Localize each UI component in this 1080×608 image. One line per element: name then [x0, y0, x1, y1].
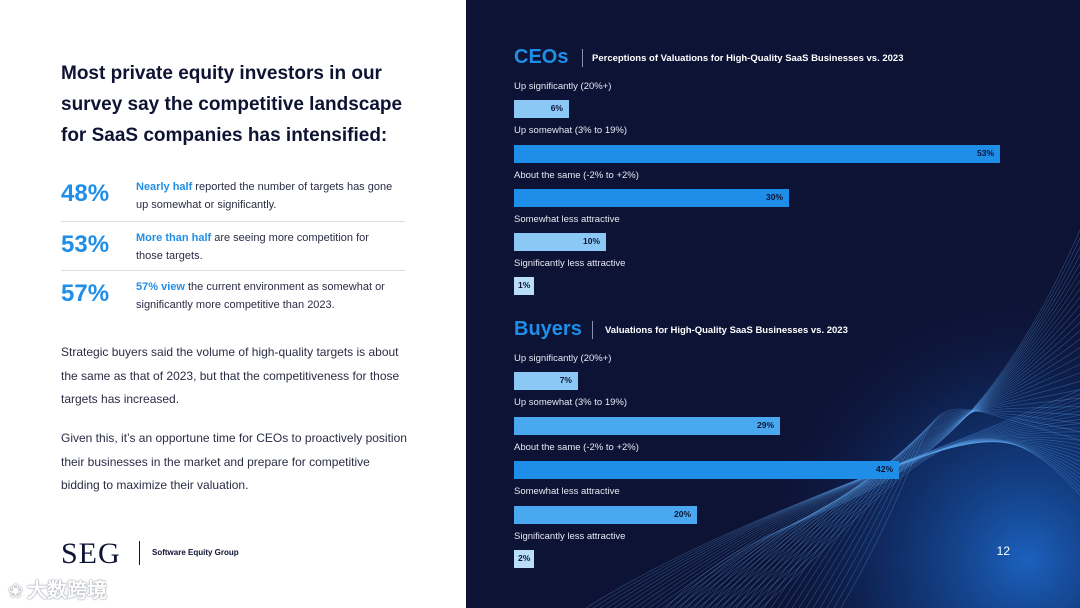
buyers-category-label: Up significantly (20%+) [514, 353, 612, 364]
wave-line [739, 410, 1080, 608]
buyers-bar-rect [514, 506, 697, 524]
stat-row: 53% More than half are seeing more compe… [61, 229, 405, 279]
right-panel: CEOs Perceptions of Valuations for High-… [466, 0, 1080, 608]
ceos-bar-value: 10% [582, 236, 600, 246]
wave-line [746, 410, 1080, 608]
ceos-bar-rect [514, 277, 534, 295]
section-separator [582, 49, 583, 67]
ceos-category-label: Up somewhat (3% to 19%) [514, 125, 627, 136]
logo-mark: SEG [61, 537, 121, 570]
stat-percent: 48% [61, 180, 110, 207]
buyers-bar: 2% [514, 550, 534, 568]
stat-highlight: Nearly half [136, 181, 193, 193]
wave-line [732, 406, 1080, 608]
buyers-bar-value: 2% [518, 553, 531, 563]
watermark-logo-icon: ❀ [8, 581, 24, 601]
ceos-bar-rect [514, 145, 1000, 163]
ceos-category-label: About the same (-2% to +2%) [514, 170, 639, 181]
wave-line [585, 229, 1080, 608]
buyers-bar-value: 29% [756, 420, 774, 430]
page-number: 12 [996, 544, 1010, 558]
ceos-section-title: CEOs [514, 46, 569, 68]
buyers-category-label: Somewhat less attractive [514, 486, 620, 497]
buyers-category-label: About the same (-2% to +2%) [514, 442, 639, 453]
stat-row: 48% Nearly half reported the number of t… [61, 178, 405, 228]
ceos-bar-value: 53% [976, 148, 994, 158]
ceos-category-label: Up significantly (20%+) [514, 81, 612, 92]
left-panel: Most private equity investors in our sur… [0, 0, 466, 608]
buyers-bar: 7% [514, 372, 578, 390]
wave-line [613, 263, 1080, 608]
stat-highlight: 57% view [136, 281, 185, 293]
wave-line [725, 397, 1080, 608]
ceos-bar: 30% [514, 189, 789, 207]
buyers-category-label: Significantly less attractive [514, 531, 626, 542]
stat-text: More than half are seeing more competiti… [136, 229, 396, 265]
ceos-bar-value: 6% [550, 103, 563, 113]
wave-line [760, 408, 1080, 608]
wave-line [592, 238, 1080, 608]
ceos-bar-value: 30% [765, 192, 783, 202]
stat-text: 57% view the current environment as some… [136, 278, 396, 314]
ceos-bar: 1% [514, 277, 534, 295]
buyers-bar-value: 7% [559, 375, 572, 385]
wave-line [718, 389, 1080, 608]
stat-rest: reported the number of targets has gone … [136, 181, 393, 211]
logo-name: Software Equity Group [152, 548, 239, 557]
wave-line [753, 409, 1080, 608]
stat-highlight: More than half [136, 232, 212, 244]
buyers-category-label: Up somewhat (3% to 19%) [514, 397, 627, 408]
stat-row: 57% 57% view the current environment as … [61, 278, 405, 328]
divider [61, 270, 405, 271]
ceos-bar: 10% [514, 233, 606, 251]
buyers-chart-title: Valuations for High-Quality SaaS Busines… [605, 325, 848, 336]
buyers-bar-rect [514, 417, 780, 435]
buyers-bar: 20% [514, 506, 697, 524]
stat-text: Nearly half reported the number of targe… [136, 178, 396, 214]
buyers-bar-rect [514, 550, 534, 568]
ceos-category-label: Significantly less attractive [514, 258, 626, 269]
section-separator [592, 321, 593, 339]
buyers-bar-value: 20% [673, 509, 691, 519]
stat-percent: 57% [61, 280, 110, 307]
buyers-bar: 42% [514, 461, 899, 479]
wave-line [606, 255, 1080, 608]
divider [61, 221, 405, 222]
stat-rest: the current environment as somewhat or s… [136, 281, 385, 311]
ceos-bar-rect [514, 189, 789, 207]
paragraph-strategic-buyers: Strategic buyers said the volume of high… [61, 345, 400, 406]
ceos-chart-title: Perceptions of Valuations for High-Quali… [592, 53, 904, 64]
buyers-bar: 29% [514, 417, 780, 435]
buyers-bar-value: 42% [875, 464, 893, 474]
buyers-bar-rect [514, 461, 899, 479]
headline: Most private equity investors in our sur… [61, 63, 403, 146]
buyers-section-title: Buyers [514, 318, 582, 340]
watermark-text: 大数跨境 [27, 580, 108, 602]
ceos-bar-value: 1% [518, 280, 531, 290]
buyers-bar-rect [514, 372, 578, 390]
wave-line [599, 246, 1080, 608]
stat-rest: are seeing more competition for those ta… [136, 232, 369, 262]
watermark: ❀ 大数跨境 [8, 574, 107, 603]
ceos-category-label: Somewhat less attractive [514, 214, 620, 225]
stat-percent: 53% [61, 231, 110, 258]
ceos-bar-rect [514, 233, 606, 251]
logo-divider [139, 541, 140, 565]
ceos-bar-rect [514, 100, 569, 118]
ceos-bar: 6% [514, 100, 569, 118]
paragraph-opportune-time: Given this, it’s an opportune time for C… [61, 431, 407, 492]
ceos-bar: 53% [514, 145, 1000, 163]
